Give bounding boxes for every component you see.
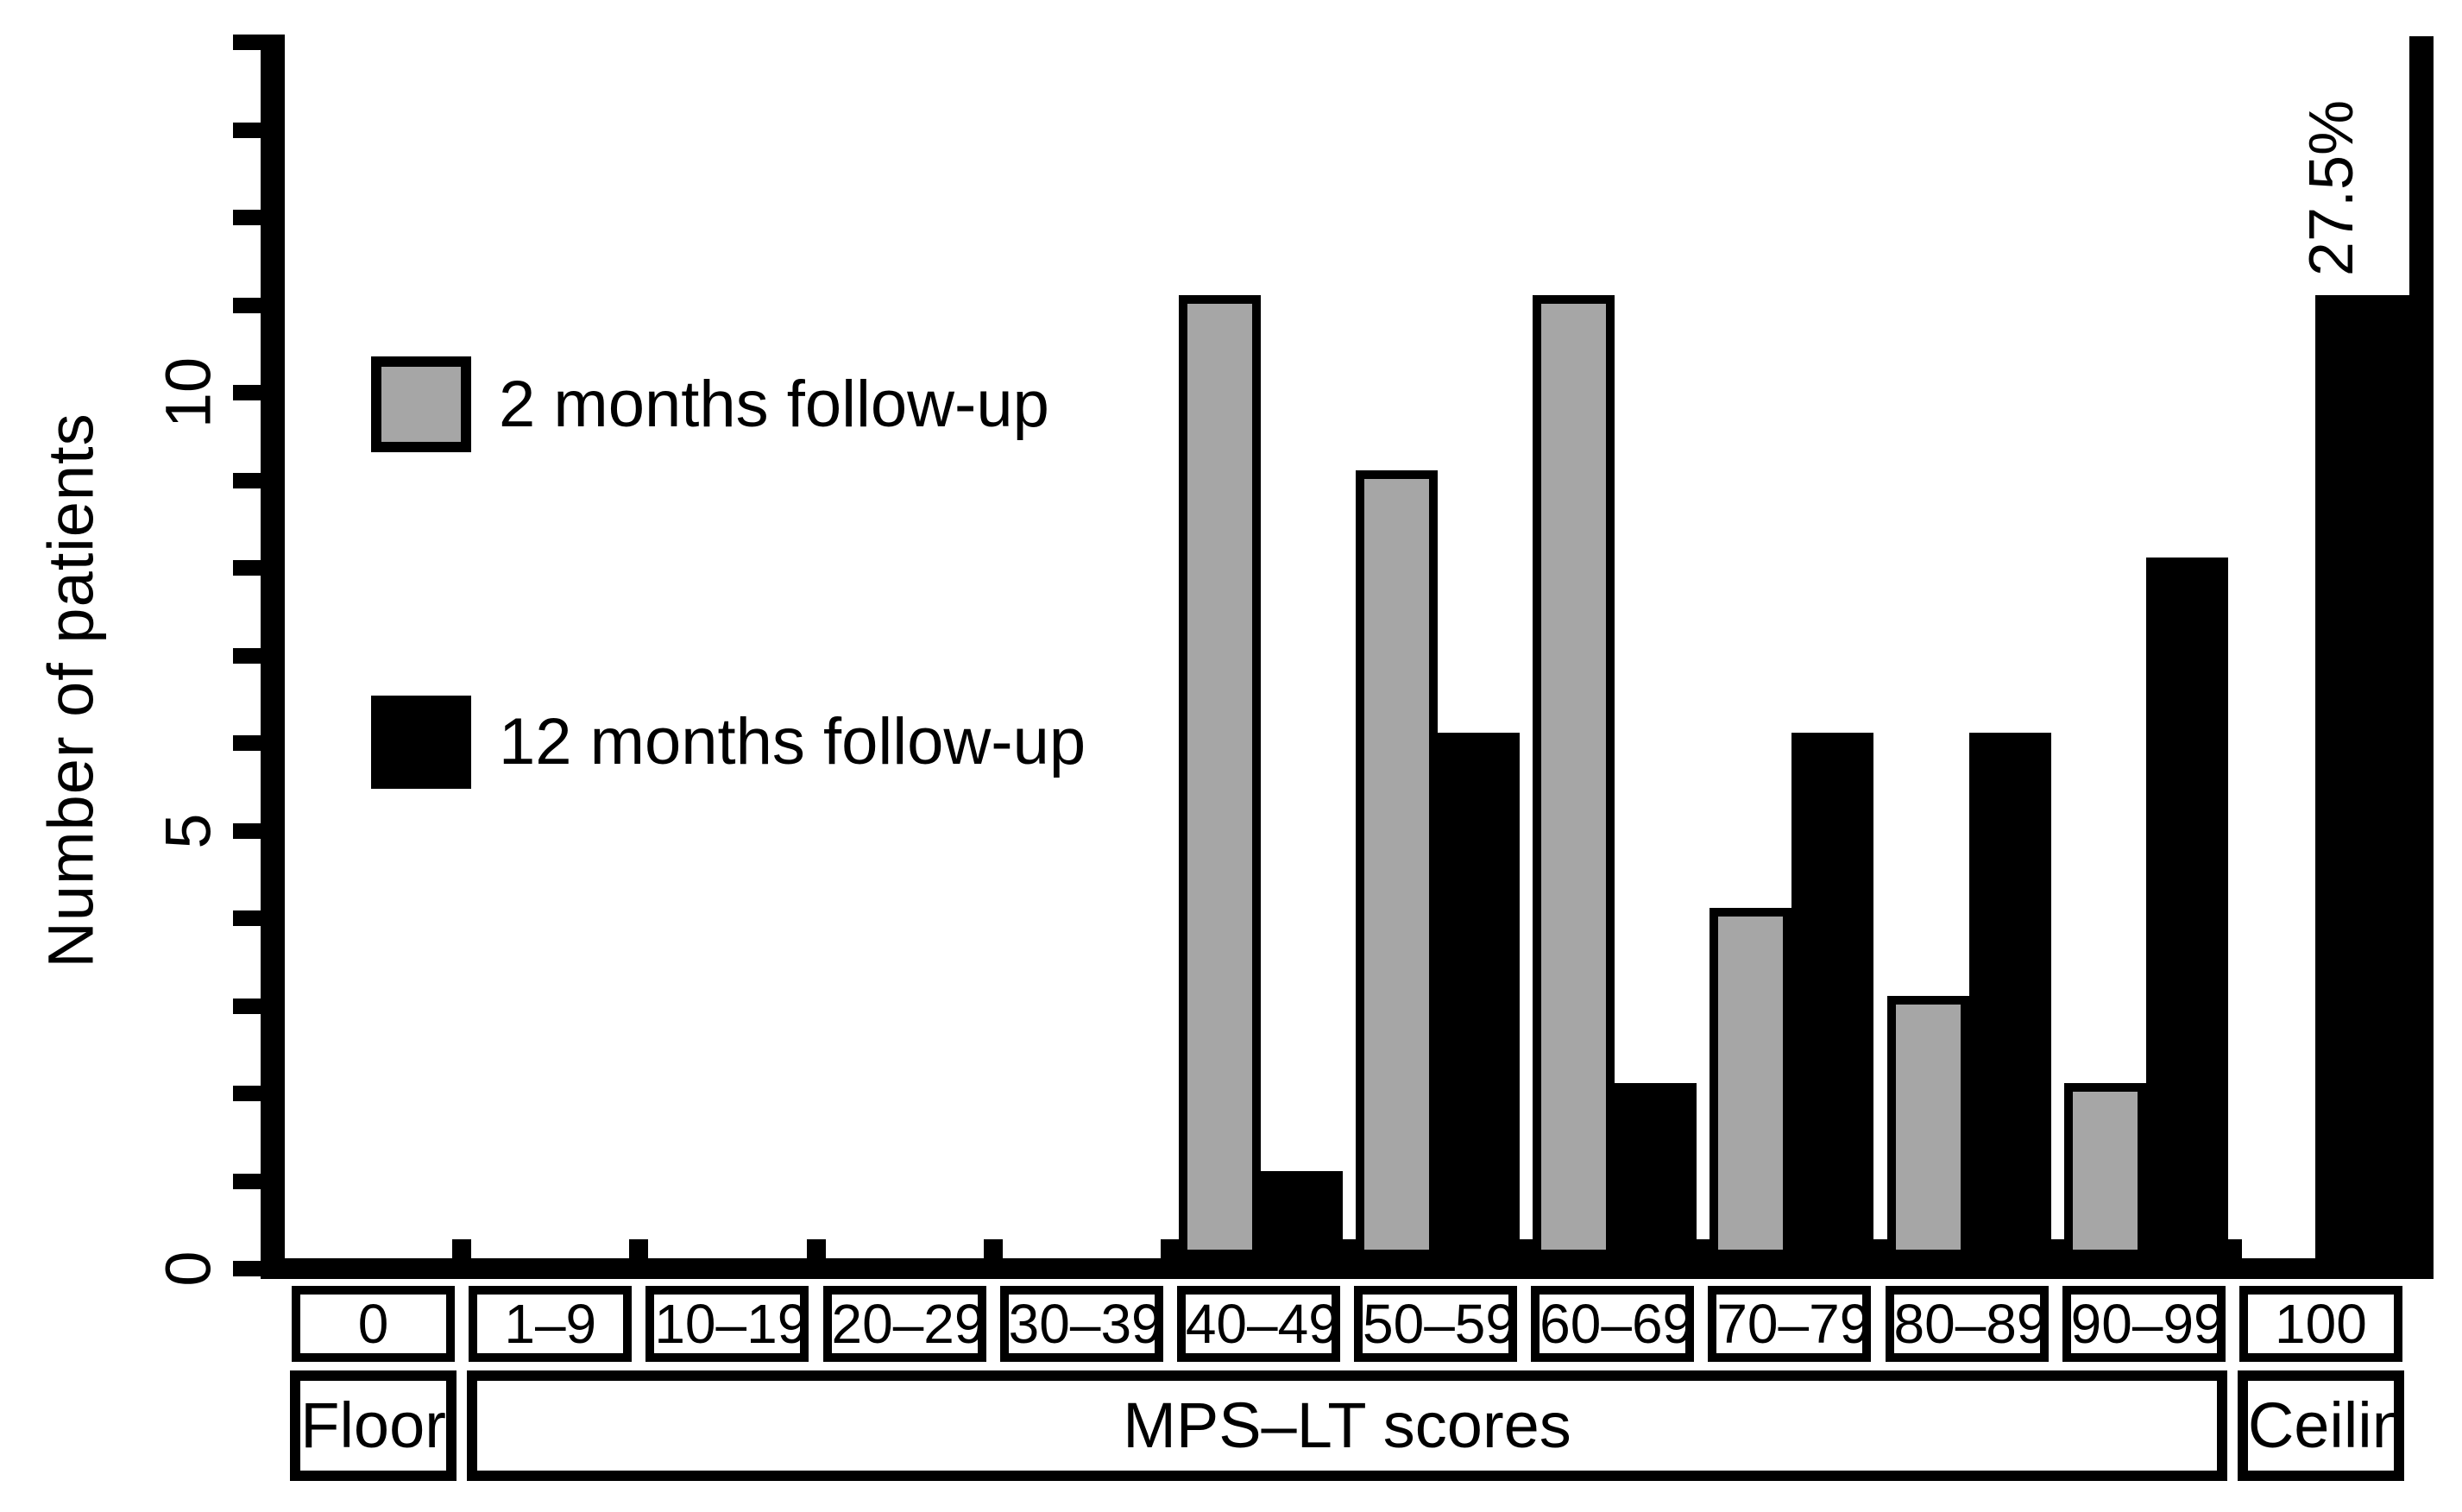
y-axis-line: [261, 35, 285, 1279]
x-axis-line: [261, 1258, 2434, 1279]
y-axis-tick-14: [233, 35, 261, 50]
x-axis-boundary-tick-3: [806, 1239, 826, 1258]
x-group-label-floor: Floor: [290, 1370, 457, 1481]
x-category-label-40–49: 40–49: [1176, 1286, 1340, 1362]
y-axis-tick-9: [233, 472, 261, 488]
y-axis-tick-label-10: 10: [152, 356, 224, 429]
bar-60–69-2-months: [1533, 294, 1615, 1258]
x-group-label-mps-lt-scores: MPS–LT scores: [467, 1370, 2227, 1481]
y-axis-tick-13: [233, 122, 261, 138]
y-axis-tick-7: [233, 647, 261, 664]
y-axis-tick-2: [233, 1086, 261, 1101]
x-category-label-0: 0: [292, 1286, 456, 1362]
y-axis-tick-label-0: 0: [152, 1251, 224, 1287]
x-category-label-60–69: 60–69: [1531, 1286, 1695, 1362]
x-axis-boundary-tick-4: [983, 1239, 1003, 1258]
x-axis-boundary-tick-1: [452, 1239, 472, 1258]
legend-label-2-months: 2 months follow-up: [499, 368, 1049, 441]
y-axis-tick-10: [233, 385, 261, 400]
x-category-label-90–99: 90–99: [2062, 1286, 2226, 1362]
y-axis-tick-6: [233, 735, 261, 751]
bar-100-12-months: [2314, 294, 2434, 1258]
legend-label-12-months: 12 months follow-up: [499, 705, 1086, 778]
bar-80–89-2-months: [1886, 995, 1969, 1258]
x-category-label-30–39: 30–39: [999, 1286, 1163, 1362]
x-group-label-ceiling: Ceiling: [2237, 1370, 2404, 1481]
bar-50–59-2-months: [1356, 469, 1438, 1258]
x-category-label-80–89: 80–89: [1885, 1286, 2049, 1362]
bar-40–49-2-months: [1178, 294, 1261, 1258]
x-category-label-10–19: 10–19: [645, 1286, 809, 1362]
x-category-label-70–79: 70–79: [1708, 1286, 1872, 1362]
ceiling-percentage-annotation: 27.5%: [2297, 99, 2366, 277]
y-axis-tick-label-5: 5: [152, 812, 224, 849]
bar-50–59-12-months: [1438, 733, 1520, 1258]
x-category-label-100: 100: [2238, 1286, 2402, 1362]
x-axis-boundary-tick-5: [1160, 1239, 1180, 1258]
y-axis-tick-1: [233, 1173, 261, 1189]
y-axis-tick-11: [233, 297, 261, 313]
floor-label: Floor: [300, 1389, 446, 1461]
x-category-label-50–59: 50–59: [1354, 1286, 1518, 1362]
bar-70–79-12-months: [1791, 733, 1874, 1258]
ceiling-label: Ceiling: [2247, 1389, 2404, 1461]
legend-swatch-gray: [371, 356, 471, 452]
y-axis-tick-3: [233, 998, 261, 1014]
x-axis-boundary-tick-2: [629, 1239, 649, 1258]
y-axis-tick-8: [233, 560, 261, 576]
y-axis-tick-5: [233, 822, 261, 839]
bar-60–69-12-months: [1615, 1083, 1697, 1258]
y-axis-tick-4: [233, 910, 261, 926]
bar-70–79-2-months: [1710, 908, 1792, 1258]
mps-lt-scores-label: MPS–LT scores: [1123, 1389, 1571, 1461]
legend-swatch-black: [371, 696, 471, 789]
x-category-label-20–29: 20–29: [822, 1286, 986, 1362]
bar-90–99-2-months: [2063, 1083, 2146, 1258]
bar-80–89-12-months: [1968, 733, 2051, 1258]
bar-40–49-12-months: [1260, 1170, 1343, 1258]
y-axis-tick-0: [233, 1261, 261, 1276]
y-axis-tick-12: [233, 210, 261, 225]
x-category-label-1–9: 1–9: [469, 1286, 633, 1362]
bar-90–99-12-months: [2145, 558, 2228, 1258]
